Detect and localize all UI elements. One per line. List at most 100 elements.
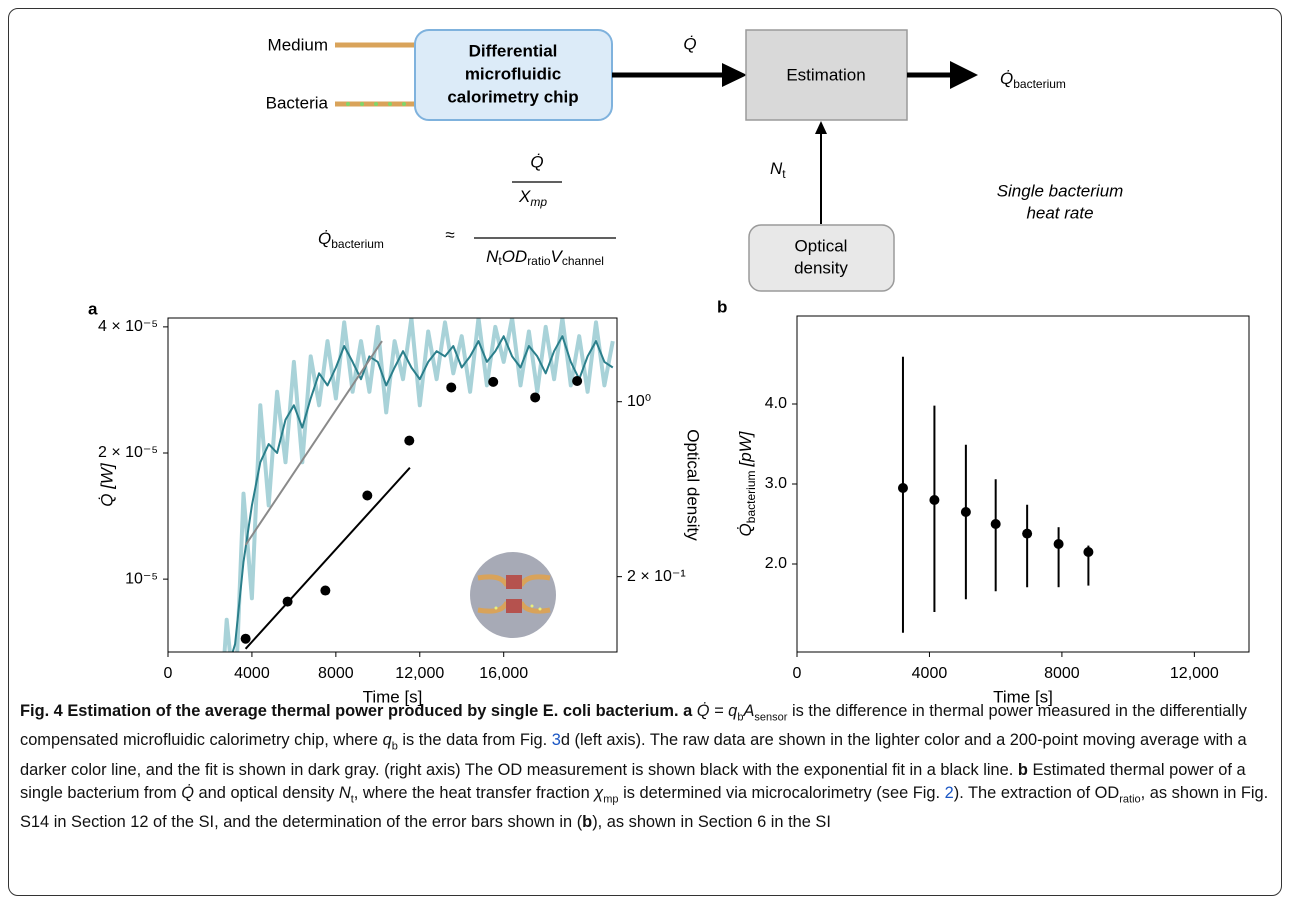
subscript: bacterium: [331, 237, 384, 251]
subscript: ratio: [527, 254, 551, 268]
arrow-head: [815, 121, 827, 134]
symbol: V: [551, 247, 564, 266]
chip-label: calorimetry chip: [447, 87, 578, 106]
plot-area: [897, 356, 1094, 633]
od-point: [362, 490, 373, 501]
caption-run: t: [350, 792, 354, 805]
od-point: [404, 435, 415, 446]
od-point: [572, 375, 583, 386]
od-point: [530, 392, 541, 403]
point: [1022, 528, 1033, 539]
subscript: bacterium: [744, 471, 758, 524]
axis-label: Time [s]: [993, 687, 1053, 706]
formula-lhs: Q̇bacterium: [318, 229, 384, 251]
axis-label: Optical density: [684, 429, 703, 541]
output-label: Q̇bacterium: [1000, 69, 1066, 91]
caption-run: is the difference in thermal power measu…: [20, 702, 1247, 750]
caption-run[interactable]: 3: [551, 731, 561, 750]
optical-label: Optical: [795, 236, 848, 255]
caption-run: Q̇: [181, 783, 194, 802]
od-point: [320, 585, 331, 596]
input-label: Medium: [268, 35, 328, 54]
x-tick-label: 4000: [912, 665, 948, 682]
plot-frame: [796, 315, 1250, 653]
x-tick-label: 0: [793, 665, 802, 682]
caption: Fig. 4 Estimation of the average thermal…: [20, 700, 1275, 834]
caption-run: , where the heat transfer fraction: [353, 783, 595, 802]
od-point: [446, 382, 457, 393]
caption-run[interactable]: 2: [944, 783, 954, 802]
x-tick-label: 12,000: [395, 665, 444, 682]
output-note: Single bacterium: [997, 181, 1124, 200]
point: [897, 483, 908, 493]
caption-run: , as shown in Fig. S14 in Section 12 of …: [20, 783, 1269, 831]
x-tick-label: 4000: [234, 665, 270, 682]
caption-run: b: [1017, 760, 1028, 779]
caption-run: is the data from Fig.: [397, 731, 552, 750]
caption-run: ratio: [1119, 792, 1141, 805]
x-tick-label: 0: [164, 665, 173, 682]
od-point: [240, 633, 251, 644]
symbol: Q̇: [736, 523, 755, 536]
point: [960, 507, 971, 517]
formula-denominator: NtODratioVchannel: [486, 247, 604, 268]
caption-run: χ: [594, 783, 604, 802]
caption-run: Estimated thermal power of a single bact…: [20, 760, 1246, 802]
symbol: Q̇: [1000, 69, 1013, 88]
y2-tick-label: 10⁰: [627, 393, 651, 410]
chip-label: microfluidic: [465, 64, 561, 83]
caption-run: Fig. 4 Estimation of the average thermal…: [20, 702, 679, 720]
caption-run: Q̇ = q: [692, 702, 738, 720]
input-label: Bacteria: [266, 93, 329, 112]
formula-numerator: Xmp: [518, 187, 547, 209]
x-tick-label: 12,000: [1170, 665, 1219, 682]
caption-run: a: [683, 702, 693, 720]
x-tick-label: 8000: [1044, 665, 1080, 682]
estimation-label: Estimation: [786, 65, 865, 84]
symbol: N: [770, 159, 783, 178]
estimation-box: [745, 29, 908, 121]
series-line: [244, 340, 383, 546]
caption-run: d (left axis). The raw data are shown in…: [20, 731, 1247, 779]
optical-label: density: [794, 258, 848, 277]
y-tick-label: 4 × 10⁻⁵: [98, 318, 158, 335]
point: [1053, 539, 1064, 549]
output-note: heat rate: [1026, 203, 1093, 222]
edge-label: Nt: [770, 159, 786, 181]
subscript: t: [498, 254, 502, 268]
od-point: [488, 376, 499, 387]
panel-label: b: [717, 297, 727, 316]
symbol: OD: [502, 247, 528, 266]
arrow-head: [950, 61, 978, 89]
subscript: t: [782, 167, 786, 181]
unit: [pW]: [736, 430, 755, 467]
x-tick-label: 8000: [318, 665, 354, 682]
subscript: bacterium: [1013, 77, 1066, 91]
formula-numerator: Q̇: [530, 152, 543, 171]
formula-relation: ≈: [445, 225, 454, 244]
series-line: [222, 318, 615, 652]
od-point: [282, 596, 293, 607]
point: [990, 519, 1001, 529]
panel-label: a: [88, 299, 98, 318]
symbol: N: [486, 247, 499, 266]
point: [1083, 547, 1094, 557]
caption-run: mp: [603, 792, 619, 805]
bacteria-dots: [346, 102, 406, 106]
subscript: mp: [530, 195, 547, 209]
x-tick-label: 16,000: [479, 665, 528, 682]
figure-frame: [8, 8, 1282, 896]
subscript: channel: [562, 254, 604, 268]
y-tick-label: 10⁻⁵: [125, 570, 158, 587]
axis-label: Q̇ [W]: [97, 462, 116, 507]
y-tick-label: 4.0: [765, 395, 787, 412]
arrow-head: [722, 63, 747, 87]
caption-run: sensor: [754, 711, 788, 724]
caption-run: is determined via microcalorimetry (see …: [618, 783, 945, 802]
caption-run: N: [338, 783, 351, 802]
caption-run: ), as shown in Section 6 in the SI: [592, 812, 831, 831]
y2-tick-label: 2 × 10⁻¹: [627, 568, 686, 585]
caption-run: q: [382, 731, 392, 750]
